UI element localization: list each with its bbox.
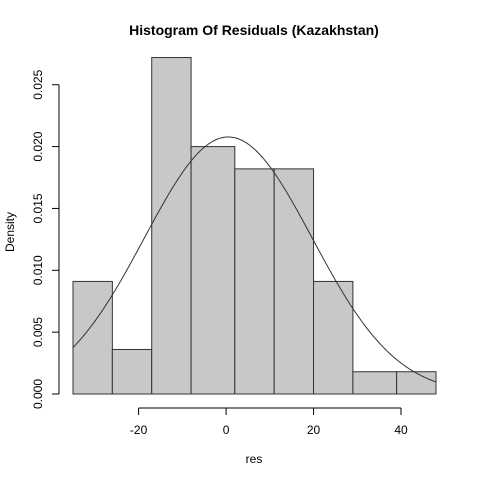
x-axis-label: res bbox=[246, 452, 263, 466]
y-tick-label: 0.000 bbox=[31, 379, 45, 409]
histogram-bar bbox=[151, 57, 192, 395]
y-tick-label: 0.020 bbox=[31, 131, 45, 161]
chart-title: Histogram Of Residuals (Kazakhstan) bbox=[129, 22, 379, 38]
histogram-bar bbox=[273, 168, 315, 395]
histogram-bar bbox=[396, 371, 437, 395]
histogram-bars bbox=[72, 57, 437, 395]
x-tick-label: 40 bbox=[394, 423, 408, 437]
x-tick-label: -20 bbox=[130, 423, 148, 437]
histogram-bar bbox=[352, 371, 398, 395]
histogram-bar bbox=[111, 348, 153, 395]
histogram-bar bbox=[234, 168, 275, 395]
x-tick-label: 20 bbox=[307, 423, 321, 437]
histogram-bar bbox=[72, 280, 113, 395]
y-axis: 0.000 0.005 0.010 0.015 0.020 0.025 bbox=[31, 69, 60, 409]
y-tick-label: 0.015 bbox=[31, 193, 45, 223]
y-tick-label: 0.005 bbox=[31, 317, 45, 347]
x-axis: -20 0 20 40 bbox=[130, 407, 408, 437]
x-tick-label: 0 bbox=[223, 423, 230, 437]
y-tick-label: 0.010 bbox=[31, 255, 45, 285]
normal-density-curve bbox=[72, 136, 437, 383]
histogram-bar bbox=[313, 280, 354, 395]
y-tick-label: 0.025 bbox=[31, 69, 45, 99]
histogram-bar bbox=[190, 146, 236, 395]
y-axis-label: Density bbox=[3, 212, 17, 252]
